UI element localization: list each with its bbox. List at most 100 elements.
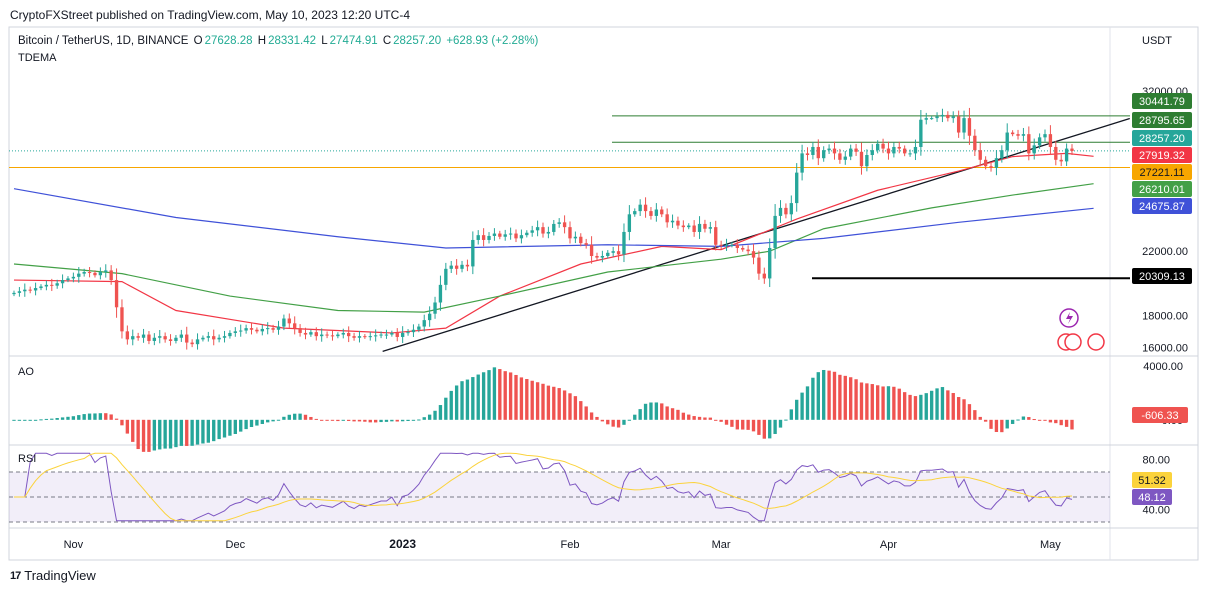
candle[interactable] xyxy=(881,143,885,149)
candle[interactable] xyxy=(832,148,837,154)
candle[interactable] xyxy=(643,204,648,212)
indicator-label[interactable]: TDEMA xyxy=(18,52,57,64)
candle[interactable] xyxy=(23,289,27,292)
candle[interactable] xyxy=(789,203,793,215)
candle[interactable] xyxy=(503,234,507,237)
candle[interactable] xyxy=(525,232,529,236)
candle[interactable] xyxy=(427,313,432,321)
candle[interactable] xyxy=(687,225,691,228)
candle[interactable] xyxy=(859,151,864,167)
candle[interactable] xyxy=(190,342,194,345)
candle[interactable] xyxy=(400,332,405,337)
candle[interactable] xyxy=(379,334,383,336)
candle[interactable] xyxy=(249,328,254,330)
candle[interactable] xyxy=(784,207,788,215)
candle[interactable] xyxy=(179,334,184,338)
candle[interactable] xyxy=(341,332,345,335)
candle[interactable] xyxy=(606,252,610,256)
candle[interactable] xyxy=(751,251,756,258)
candle[interactable] xyxy=(114,280,119,308)
candle[interactable] xyxy=(260,328,264,332)
candle[interactable] xyxy=(568,227,572,239)
candle[interactable] xyxy=(865,154,869,167)
candle[interactable] xyxy=(989,166,993,168)
candle[interactable] xyxy=(708,227,713,229)
candle[interactable] xyxy=(854,148,858,152)
candle[interactable] xyxy=(1005,132,1009,151)
candle[interactable] xyxy=(670,220,675,223)
candle[interactable] xyxy=(384,334,389,336)
candle[interactable] xyxy=(741,247,745,250)
candle[interactable] xyxy=(454,265,459,269)
candle[interactable] xyxy=(514,233,518,239)
candle[interactable] xyxy=(77,273,81,277)
candle[interactable] xyxy=(1048,134,1053,147)
candle[interactable] xyxy=(93,272,97,276)
candle[interactable] xyxy=(681,225,686,228)
candle[interactable] xyxy=(876,143,880,151)
candle[interactable] xyxy=(136,336,140,338)
candle[interactable] xyxy=(255,329,259,332)
candle[interactable] xyxy=(535,227,540,231)
candle[interactable] xyxy=(282,318,286,327)
candle[interactable] xyxy=(206,336,210,338)
candle[interactable] xyxy=(843,156,847,160)
candle[interactable] xyxy=(703,223,707,229)
candle[interactable] xyxy=(962,118,966,133)
candle[interactable] xyxy=(390,332,394,335)
candle[interactable] xyxy=(508,233,513,235)
candle[interactable] xyxy=(55,283,59,286)
candle[interactable] xyxy=(1054,146,1058,160)
candle[interactable] xyxy=(838,153,842,160)
us-flag-icon[interactable] xyxy=(1064,333,1082,351)
candle[interactable] xyxy=(411,329,416,333)
candle[interactable] xyxy=(276,326,281,330)
candle[interactable] xyxy=(303,332,308,335)
candle[interactable] xyxy=(287,318,291,324)
candle[interactable] xyxy=(17,291,22,293)
candle[interactable] xyxy=(665,214,669,223)
candle[interactable] xyxy=(719,244,723,246)
candle[interactable] xyxy=(654,209,659,216)
candle[interactable] xyxy=(1021,134,1026,136)
candle[interactable] xyxy=(309,332,313,335)
candle[interactable] xyxy=(217,337,221,340)
candle[interactable] xyxy=(589,244,594,256)
candle[interactable] xyxy=(471,239,475,267)
candle[interactable] xyxy=(222,336,227,338)
candle[interactable] xyxy=(913,146,918,154)
candle[interactable] xyxy=(757,257,761,274)
candle[interactable] xyxy=(1027,134,1031,154)
candle[interactable] xyxy=(239,330,243,332)
candle[interactable] xyxy=(368,336,372,338)
candle[interactable] xyxy=(266,328,270,330)
candle[interactable] xyxy=(476,235,480,240)
candle[interactable] xyxy=(573,236,578,239)
candle[interactable] xyxy=(347,332,351,337)
candle[interactable] xyxy=(552,223,556,232)
candle[interactable] xyxy=(562,222,567,228)
candle[interactable] xyxy=(330,335,335,337)
tradingview-footer[interactable]: 17 TradingView xyxy=(10,568,96,583)
candle[interactable] xyxy=(697,223,702,232)
candle[interactable] xyxy=(530,230,534,233)
candle[interactable] xyxy=(805,153,810,155)
rsi-pane-title[interactable]: RSI xyxy=(18,453,37,465)
candle[interactable] xyxy=(579,236,583,244)
candle[interactable] xyxy=(595,255,599,258)
candle[interactable] xyxy=(1016,134,1020,136)
candle[interactable] xyxy=(174,337,178,341)
candle[interactable] xyxy=(800,153,804,173)
candle[interactable] xyxy=(919,119,923,147)
candle[interactable] xyxy=(336,334,340,337)
candle[interactable] xyxy=(141,334,146,338)
candle[interactable] xyxy=(724,244,729,246)
candle[interactable] xyxy=(897,146,901,149)
candle[interactable] xyxy=(822,150,826,159)
candle[interactable] xyxy=(730,244,734,246)
candle[interactable] xyxy=(816,146,820,159)
candle[interactable] xyxy=(82,272,86,274)
candle[interactable] xyxy=(1037,137,1042,146)
candle[interactable] xyxy=(131,336,135,340)
candle[interactable] xyxy=(433,302,437,314)
